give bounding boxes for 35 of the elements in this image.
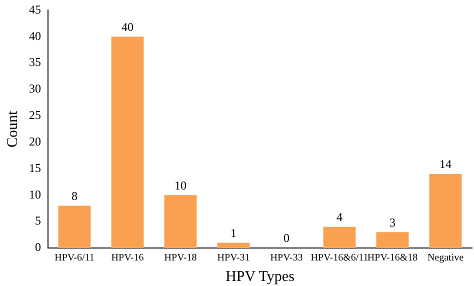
y-tick-label: 45: [29, 2, 41, 16]
x-tick-label: HPV-33: [270, 252, 303, 264]
data-label: 10: [174, 178, 186, 192]
x-tick-label: Negative: [427, 252, 464, 264]
x-tick-label: HPV-16&6/11: [310, 252, 368, 264]
x-tick-label: HPV-6/11: [54, 252, 94, 264]
bar: [429, 174, 462, 248]
x-tick-label: HPV-31: [217, 252, 250, 264]
y-tick-label: 25: [29, 108, 41, 122]
y-tick-label: 5: [35, 214, 41, 228]
data-label: 14: [440, 157, 452, 172]
x-axis-title: HPV Types: [226, 268, 295, 285]
data-label: 8: [72, 188, 78, 203]
y-tick-label: 20: [29, 134, 41, 148]
bar: [376, 232, 409, 248]
x-tick-label: HPV-16: [111, 252, 144, 264]
x-tick-label: HPV-16&18: [367, 252, 418, 264]
bar: [111, 36, 144, 248]
bar: [323, 226, 356, 248]
x-tick-label: HPV-18: [164, 252, 197, 264]
data-label: 4: [336, 210, 342, 224]
bar: [58, 206, 91, 248]
data-label: 1: [230, 226, 236, 240]
data-label: 3: [390, 215, 396, 230]
y-tick-label: 15: [29, 160, 41, 175]
bar: [217, 242, 250, 248]
y-tick-label: 0: [35, 240, 41, 254]
y-tick-label: 40: [29, 28, 41, 43]
y-axis-title: Count: [4, 110, 21, 148]
bar: [164, 195, 197, 248]
y-tick-label: 10: [29, 187, 41, 202]
data-label: 40: [122, 20, 134, 34]
data-label: 0: [284, 231, 290, 246]
y-tick-label: 35: [29, 55, 41, 70]
y-tick-label: 30: [29, 82, 41, 96]
